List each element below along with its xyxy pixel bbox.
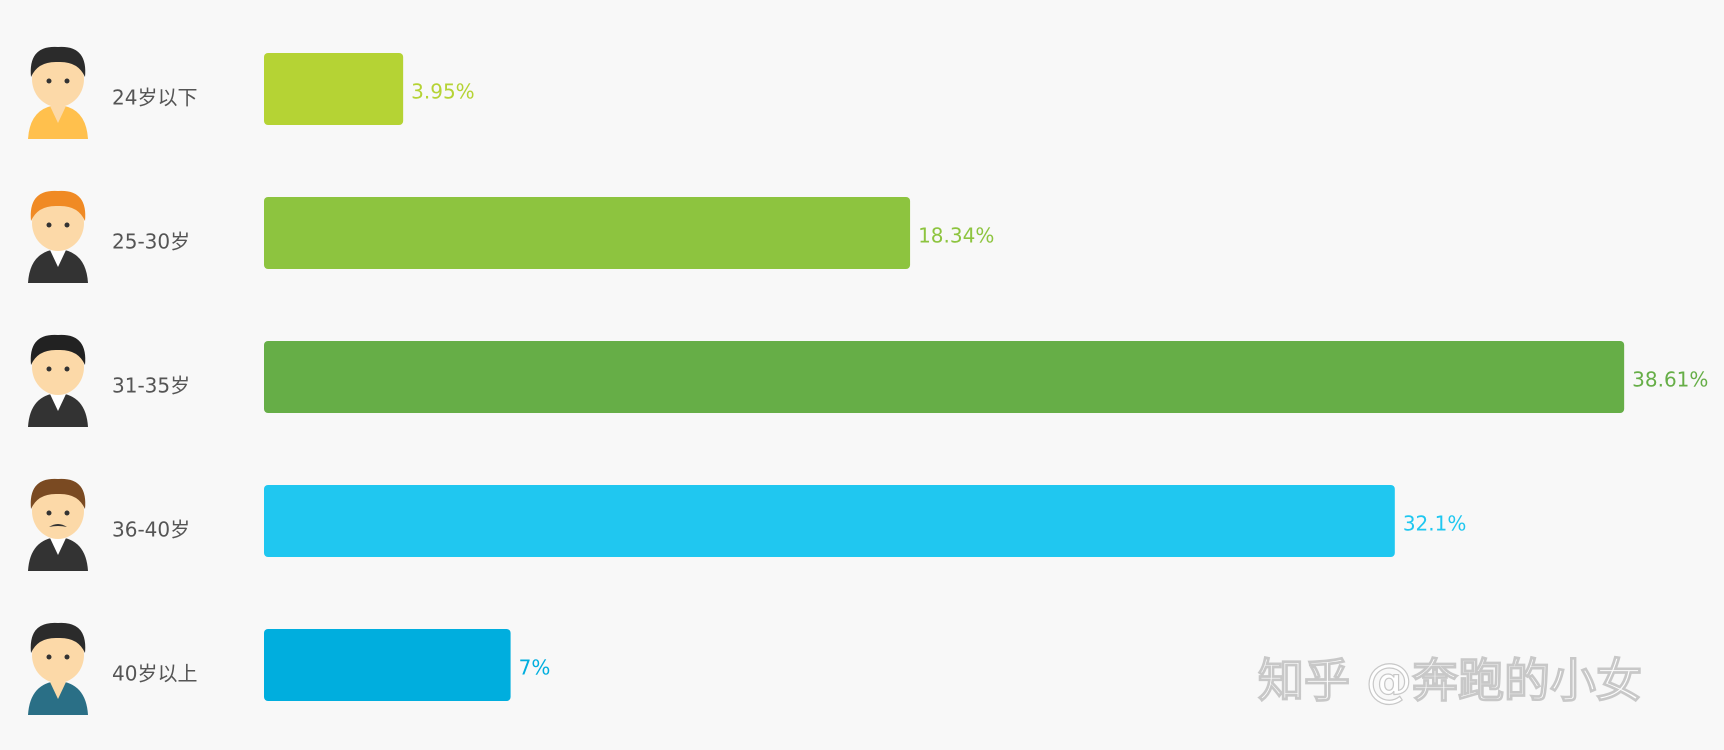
avatar-eye: [46, 510, 52, 516]
avatar-head: [32, 339, 84, 395]
avatar-hair: [30, 190, 86, 221]
avatar: [28, 190, 88, 283]
category-label: 31-35岁: [112, 374, 190, 398]
avatar-collar: [50, 394, 66, 411]
value-label: 7%: [519, 656, 551, 680]
avatar-hair: [30, 622, 86, 653]
category-label: 36-40岁: [112, 518, 190, 542]
value-label: 38.61%: [1632, 368, 1708, 392]
bar: [264, 53, 404, 125]
avatar-hair: [30, 334, 86, 365]
avatar-eye: [64, 222, 70, 228]
avatar-collar: [50, 106, 66, 123]
avatar-eye: [64, 510, 70, 516]
avatar-eye: [46, 654, 52, 660]
bar: [264, 485, 1395, 557]
avatar: [28, 622, 88, 715]
category-label: 24岁以下: [112, 86, 197, 110]
avatar-hair: [30, 46, 86, 77]
avatar-collar: [50, 250, 66, 267]
avatar-collar: [50, 538, 66, 555]
bar: [264, 629, 511, 701]
avatar-head: [32, 483, 84, 539]
avatar-collar: [50, 682, 66, 699]
bar: [264, 197, 911, 269]
avatar-eye: [46, 78, 52, 84]
avatar: [28, 334, 88, 427]
category-label: 25-30岁: [112, 230, 190, 254]
avatar-eye: [64, 366, 70, 372]
value-label: 3.95%: [411, 80, 475, 104]
avatar-eye: [46, 366, 52, 372]
avatar-head: [32, 627, 84, 683]
avatar-eye: [64, 654, 70, 660]
avatar-hair: [30, 478, 86, 509]
category-label: 40岁以上: [112, 662, 197, 686]
avatar-eye: [64, 78, 70, 84]
avatar: [28, 478, 88, 571]
avatar-head: [32, 51, 84, 107]
value-label: 18.34%: [918, 224, 994, 248]
avatar: [28, 46, 88, 139]
bar: [264, 341, 1625, 413]
value-label: 32.1%: [1403, 512, 1467, 536]
avatar-head: [32, 195, 84, 251]
avatar-eye: [46, 222, 52, 228]
watermark: 知乎 @奔跑的小女: [1258, 654, 1642, 708]
avatar-mustache: [49, 524, 67, 527]
